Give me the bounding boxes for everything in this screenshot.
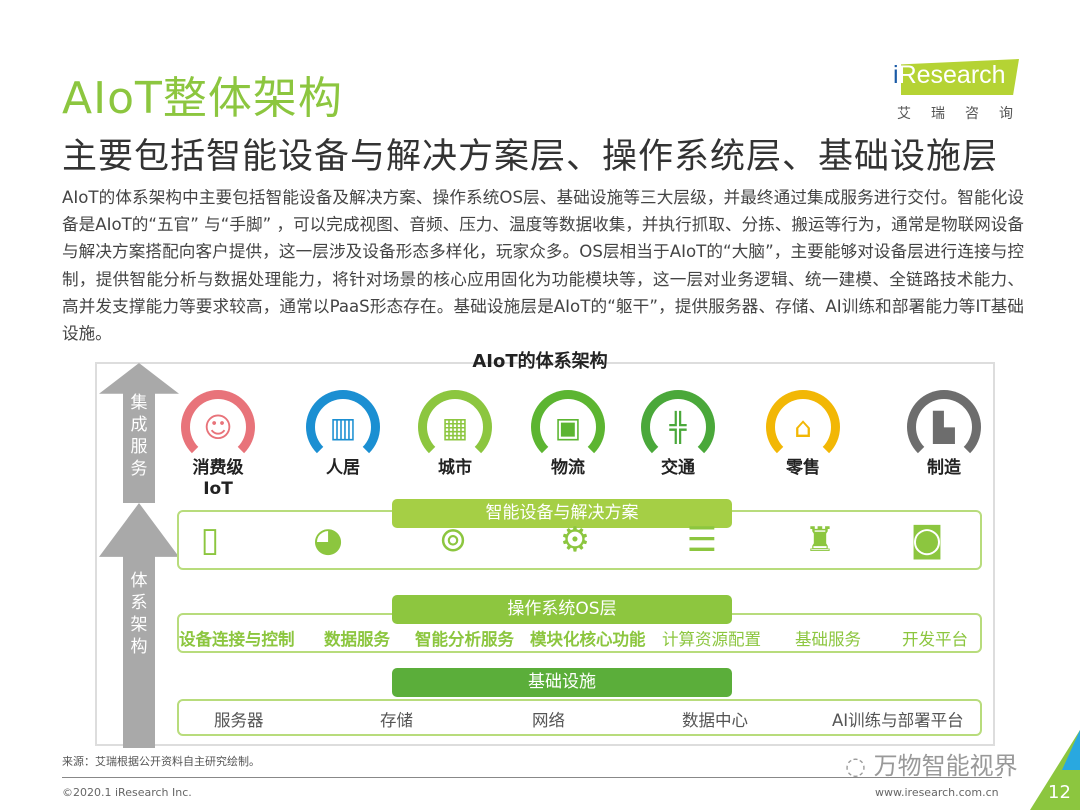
factory-icon: ▙ <box>907 390 981 464</box>
intro-paragraph: AIoT的体系架构中主要包括智能设备及解决方案、操作系统OS层、基础设施等三大层… <box>62 188 1024 344</box>
scenario-label: 物流 <box>551 458 585 478</box>
arrow-top-label: 集成服务 <box>130 393 148 479</box>
source-note: 来源：艾瑞根据公开资料自主研究绘制。 <box>62 755 260 768</box>
website-link[interactable]: www.iresearch.com.cn <box>875 786 999 799</box>
os-item: 基础服务 <box>795 630 861 649</box>
infra-layer-box <box>177 699 982 736</box>
conveyor-icon: ▣ <box>531 390 605 464</box>
page-number: 12 <box>1048 782 1071 803</box>
page-subtitle: 主要包括智能设备与解决方案层、操作系统层、基础设施层 <box>62 137 999 177</box>
server-icon: ☰ <box>686 520 718 560</box>
infra-item: 数据中心 <box>682 711 748 730</box>
os-item: 设备连接与控制 <box>179 630 295 649</box>
camera-icon: ◕ <box>313 520 343 560</box>
scenario-label: 零售 <box>786 458 820 478</box>
infra-item: 存储 <box>380 711 413 730</box>
person-icon: ☺ <box>181 390 255 464</box>
infra-layer-title: 基础设施 <box>392 668 732 697</box>
lock-icon: ◙ <box>910 520 944 560</box>
os-item: 开发平台 <box>902 630 968 649</box>
road-icon: ╬ <box>641 390 715 464</box>
phone-icon: ▯ <box>200 520 220 560</box>
iresearch-logo: iResearch 艾瑞咨询 <box>893 59 1033 122</box>
infra-item: 网络 <box>532 711 565 730</box>
page-title: AIoT整体架构 <box>62 73 343 124</box>
scenario-label: 制造 <box>927 458 961 478</box>
diagram-title: AIoT的体系架构 <box>472 351 608 372</box>
store-icon-glyph: ⌂ <box>794 410 812 444</box>
infra-item: AI训练与部署平台 <box>832 711 964 730</box>
scenario-label: 人居 <box>326 458 360 478</box>
robot-icon: ♜ <box>804 520 836 560</box>
scenario-label: 交通 <box>661 458 695 478</box>
conveyor-icon-glyph: ▣ <box>554 410 582 444</box>
arrow-bottom-label: 体系架构 <box>130 571 148 657</box>
city-icon-glyph: ▦ <box>441 410 469 444</box>
city-icon: ▦ <box>418 390 492 464</box>
corner-decoration-blue <box>1062 730 1080 770</box>
factory-icon-glyph: ▙ <box>933 410 955 444</box>
watermark: ◌ 万物智能视界 <box>845 752 1018 780</box>
os-layer-title: 操作系统OS层 <box>392 595 732 624</box>
device-layer-title: 智能设备与解决方案 <box>392 499 732 528</box>
scenario-label: 城市 <box>438 458 472 478</box>
robot-arm-icon: ⚙ <box>559 520 591 560</box>
os-item: 数据服务 <box>324 630 390 649</box>
building-icon: ▥ <box>306 390 380 464</box>
os-item: 智能分析服务 <box>415 630 514 649</box>
robot-vehicle-icon: ⊚ <box>438 520 468 560</box>
scenario-label: 消费级IoT <box>192 458 244 499</box>
person-icon-glyph: ☺ <box>203 410 233 444</box>
store-icon: ⌂ <box>766 390 840 464</box>
infra-item: 服务器 <box>214 711 264 730</box>
os-item: 计算资源配置 <box>662 630 761 649</box>
os-item: 模块化核心功能 <box>530 630 646 649</box>
copyright: ©2020.1 iResearch Inc. <box>62 786 192 799</box>
footer-divider <box>62 777 1002 778</box>
architecture-diagram <box>95 362 995 746</box>
building-icon-glyph: ▥ <box>329 410 357 444</box>
road-icon-glyph: ╬ <box>669 410 687 444</box>
